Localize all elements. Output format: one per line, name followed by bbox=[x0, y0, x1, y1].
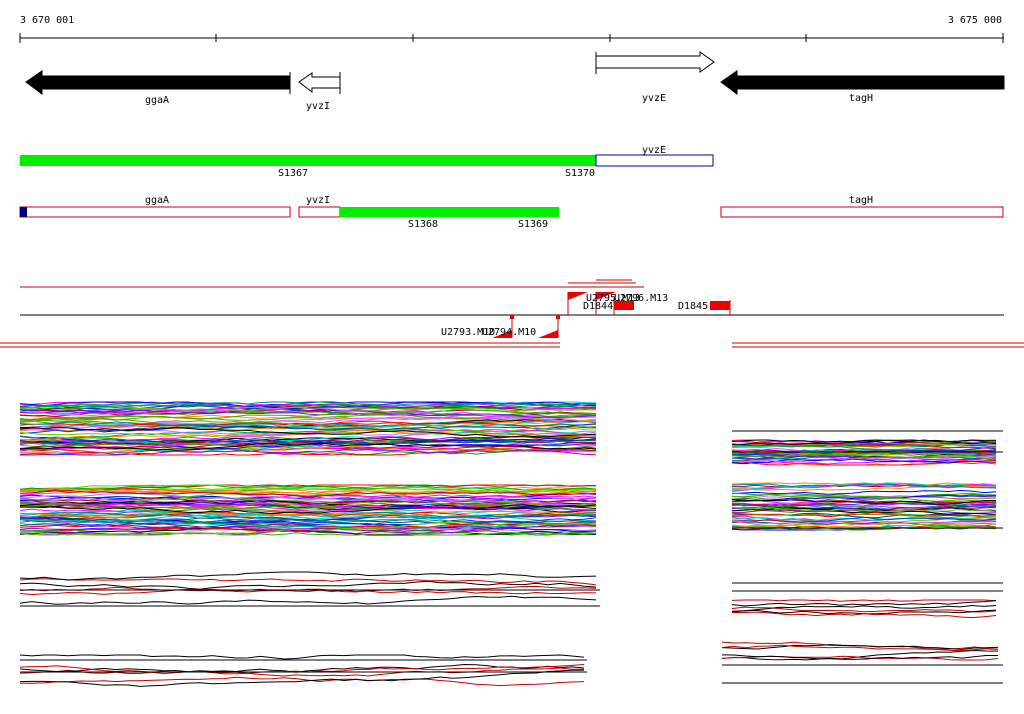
segment-S1367[interactable] bbox=[20, 155, 596, 166]
gene-label-yvzE: yvzE bbox=[642, 93, 666, 104]
gene-yvzE[interactable]: yvzE bbox=[595, 51, 715, 104]
feature-mark-U2793[interactable] bbox=[492, 330, 512, 338]
segment-track-2: ggaA yvzI S1368 S1369 tagH bbox=[19, 195, 1004, 230]
segment-label-S1370: S1370 bbox=[565, 168, 595, 179]
ruler-end-label: 3 675 000 bbox=[948, 15, 1002, 26]
segment-label-S1368: S1368 bbox=[408, 219, 438, 230]
gene-label-ggaA: ggaA bbox=[145, 95, 169, 106]
gene-track: ggaA yvzI yvzE tagH bbox=[25, 51, 1005, 112]
feature-track: U2795.M13 U2796.M13 D1844 D1845 U2793.M1… bbox=[0, 279, 1024, 348]
segment-label-tagH: tagH bbox=[849, 195, 873, 206]
gene-label-yvzI: yvzI bbox=[306, 101, 330, 112]
profile-panel-3-right bbox=[731, 599, 997, 619]
ruler-start-label: 3 670 001 bbox=[20, 15, 74, 26]
feature-mark-U2796[interactable] bbox=[596, 292, 616, 300]
feature-label-U2795: U2795.M13 bbox=[586, 293, 640, 304]
profile-panel-1-right bbox=[731, 439, 997, 466]
segment-yvzE[interactable] bbox=[595, 154, 714, 167]
feature-label-U2793: U2793.M10 bbox=[441, 327, 495, 338]
feature-label-U2796: U2796.M13 bbox=[614, 293, 668, 304]
feature-mark-U2795[interactable] bbox=[568, 292, 588, 300]
segment-label-S1367: S1367 bbox=[278, 168, 308, 179]
segment-track-1: S1367 S1370 yvzE bbox=[20, 145, 714, 179]
profile-panel-2-left bbox=[19, 484, 597, 536]
profile-panel-3-left bbox=[19, 571, 597, 605]
segment-label-yvzE-top: yvzE bbox=[642, 145, 666, 156]
gene-ggaA[interactable]: ggaA bbox=[25, 70, 291, 106]
segment-yvzI[interactable] bbox=[298, 206, 341, 218]
profile-panel-2-right bbox=[731, 482, 997, 531]
segment-tagH[interactable] bbox=[720, 206, 1004, 218]
expression-profiles bbox=[19, 401, 1003, 687]
feature-mark-D1845[interactable] bbox=[710, 301, 730, 310]
segment-S1368-S1369[interactable] bbox=[340, 207, 559, 217]
feature-label-U2794: U2794.M10 bbox=[482, 327, 536, 338]
segment-label-S1369: S1369 bbox=[518, 219, 548, 230]
profile-panel-4-right bbox=[721, 641, 999, 661]
feature-label-D1845: D1845 bbox=[678, 301, 708, 312]
gene-label-tagH: tagH bbox=[849, 93, 873, 104]
segment-label-yvzI: yvzI bbox=[306, 195, 330, 206]
profile-panel-1-left bbox=[19, 401, 597, 456]
gene-tagH[interactable]: tagH bbox=[720, 70, 1005, 104]
segment-ggaA[interactable] bbox=[19, 206, 291, 218]
feature-mark-D1844[interactable] bbox=[614, 301, 634, 310]
segment-label-ggaA: ggaA bbox=[145, 195, 169, 206]
gene-yvzI[interactable]: yvzI bbox=[298, 72, 341, 112]
feature-label-D1844: D1844 bbox=[583, 301, 613, 312]
position-ruler: 3 670 001 3 675 000 bbox=[19, 15, 1004, 43]
feature-mark-U2794[interactable] bbox=[538, 330, 558, 338]
